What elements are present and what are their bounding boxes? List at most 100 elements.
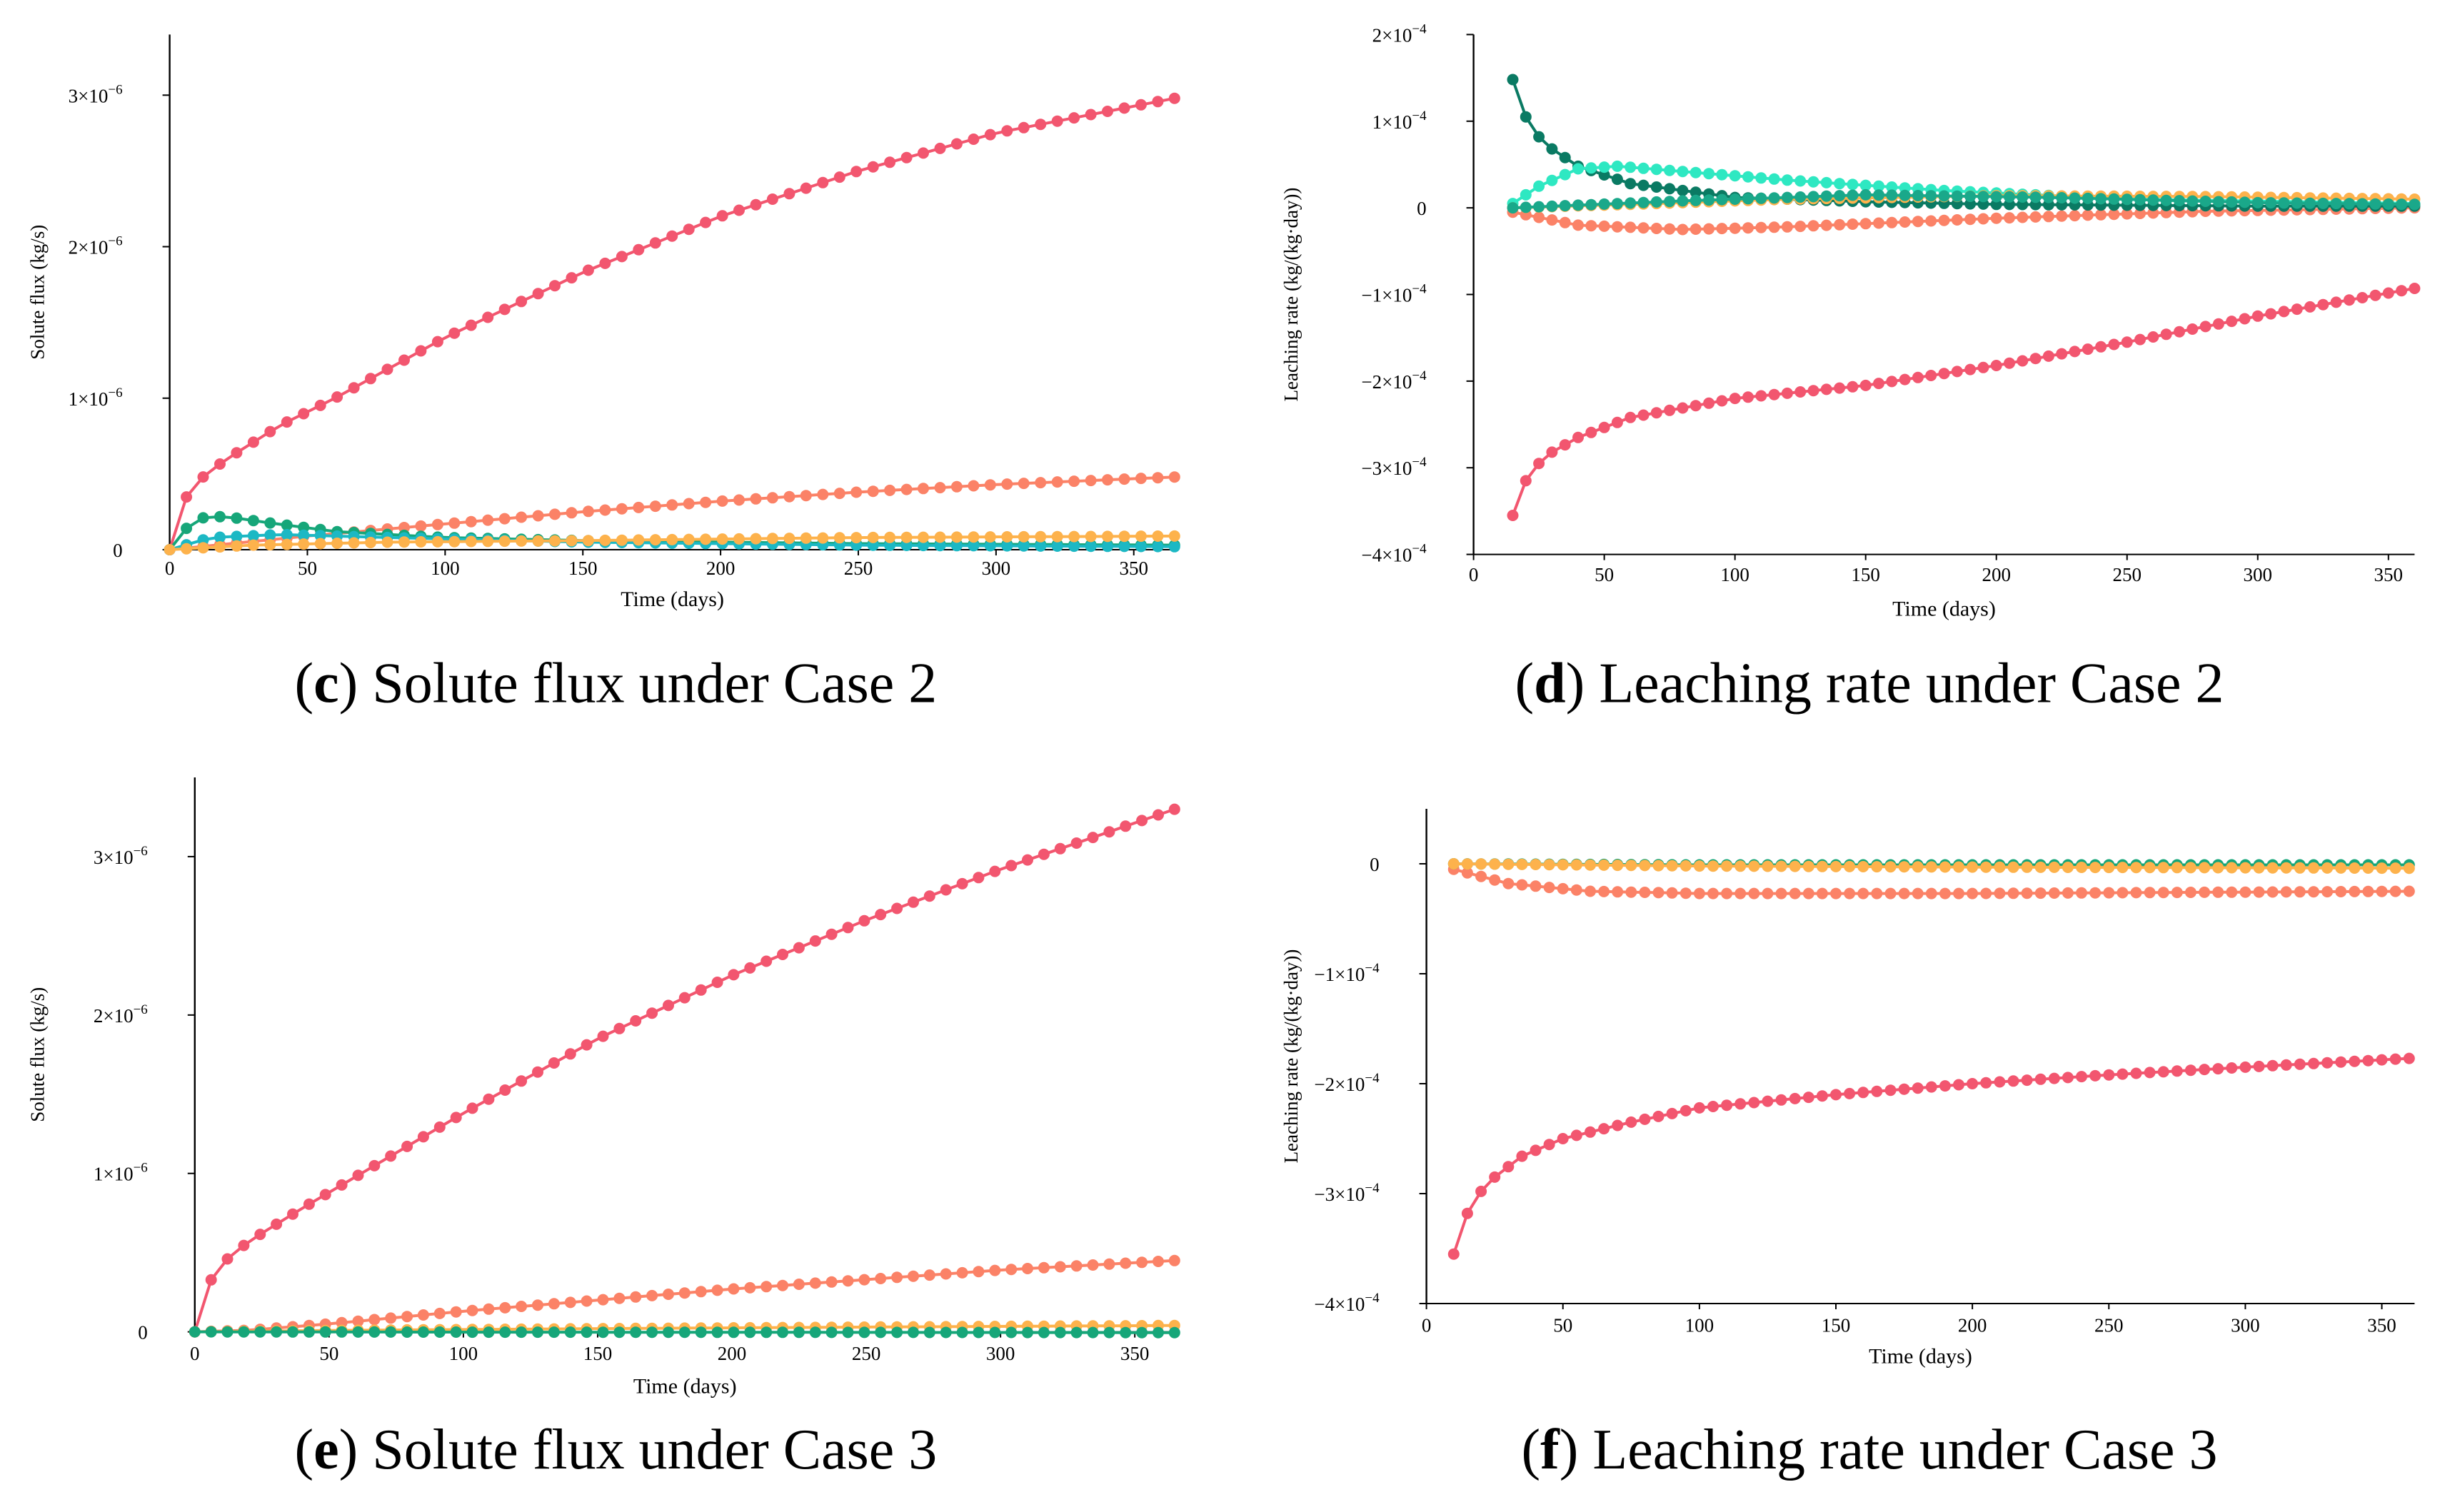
data-point <box>2095 341 2107 353</box>
y-tick-label: 0 <box>113 540 123 561</box>
data-point <box>1087 832 1099 844</box>
data-point <box>956 1326 968 1339</box>
data-point <box>2171 862 2183 874</box>
data-point <box>482 535 494 548</box>
data-point <box>1967 1078 1979 1089</box>
data-point <box>711 1284 723 1296</box>
data-point <box>1844 1087 1856 1099</box>
data-point <box>2029 211 2042 223</box>
data-point <box>466 1102 478 1114</box>
data-point <box>2308 1057 2319 1069</box>
data-point <box>646 1326 658 1339</box>
data-point <box>2376 1054 2388 1066</box>
y-tick-label: −2×10−4 <box>1361 368 1427 393</box>
data-point <box>1087 1326 1099 1339</box>
data-point <box>1899 216 1911 228</box>
data-point <box>1475 1185 1487 1197</box>
data-point <box>875 1326 887 1339</box>
data-point <box>2021 861 2033 873</box>
data-point <box>1135 530 1147 543</box>
data-point <box>1533 180 1545 192</box>
data-point <box>2017 191 2029 203</box>
data-point <box>984 479 996 491</box>
data-point <box>417 1309 429 1321</box>
data-point <box>582 535 594 547</box>
data-point <box>1152 530 1164 542</box>
data-point <box>1703 397 1715 409</box>
data-point <box>271 1218 283 1230</box>
data-point <box>744 1326 756 1339</box>
data-point <box>1103 826 1115 838</box>
data-point <box>1168 530 1180 542</box>
data-point <box>1664 196 1676 208</box>
data-point <box>2130 862 2142 874</box>
data-point <box>1873 180 1884 192</box>
data-point <box>613 1292 626 1304</box>
data-point <box>750 198 762 211</box>
data-point <box>700 496 712 508</box>
data-point <box>1489 858 1501 870</box>
data-point <box>1038 848 1050 860</box>
data-point <box>934 482 946 494</box>
data-point <box>968 133 980 145</box>
data-point <box>716 533 728 545</box>
data-point <box>1939 1080 1951 1092</box>
data-point <box>649 500 661 513</box>
data-point <box>2048 887 2060 899</box>
data-point <box>2321 1057 2334 1069</box>
data-point <box>1612 886 1624 898</box>
data-point <box>1816 887 1828 899</box>
data-point <box>2409 283 2421 294</box>
y-tick-label: −1×10−4 <box>1314 961 1380 985</box>
data-point <box>1001 540 1013 552</box>
data-point <box>2317 298 2329 311</box>
data-point <box>2095 208 2107 221</box>
data-point <box>1677 166 1689 178</box>
data-point <box>181 543 193 555</box>
x-tick-label: 150 <box>583 1343 613 1364</box>
data-point <box>1899 373 1911 385</box>
data-point <box>1775 1094 1787 1106</box>
data-point <box>1755 192 1767 204</box>
data-point <box>1637 409 1650 421</box>
series-2 <box>189 1254 1180 1338</box>
data-point <box>516 511 528 523</box>
data-point <box>984 540 996 552</box>
data-point <box>352 1169 364 1181</box>
data-point <box>984 128 996 141</box>
data-point <box>1475 870 1487 882</box>
data-point <box>433 1121 446 1133</box>
data-point <box>582 505 594 518</box>
data-point <box>1729 222 1741 234</box>
data-point <box>825 928 838 940</box>
data-point <box>2134 193 2146 206</box>
y-tick-label: 2×10−6 <box>94 1002 148 1027</box>
y-tick-label: −4×10−4 <box>1314 1291 1380 1315</box>
data-point <box>1703 194 1715 206</box>
data-point <box>548 1326 560 1339</box>
data-point <box>1734 887 1747 899</box>
data-point <box>1873 189 1884 201</box>
data-point <box>1886 189 1898 201</box>
data-point <box>783 533 795 545</box>
data-point <box>1716 168 1728 181</box>
data-point <box>2389 885 2401 897</box>
data-point <box>858 1274 870 1286</box>
data-point <box>1951 190 1963 202</box>
data-point <box>800 490 812 502</box>
data-point <box>1834 218 1846 231</box>
data-point <box>1085 475 1097 487</box>
data-point <box>2226 886 2238 898</box>
data-point <box>1625 197 1637 209</box>
data-point <box>336 1326 348 1338</box>
data-point <box>646 1289 658 1301</box>
data-point <box>649 237 661 249</box>
data-point <box>1990 212 2002 224</box>
data-point <box>1871 861 1883 873</box>
data-point <box>1035 530 1047 543</box>
data-point <box>1611 416 1623 428</box>
data-point <box>1572 431 1584 443</box>
data-point <box>532 1066 543 1078</box>
data-point <box>1598 859 1610 871</box>
